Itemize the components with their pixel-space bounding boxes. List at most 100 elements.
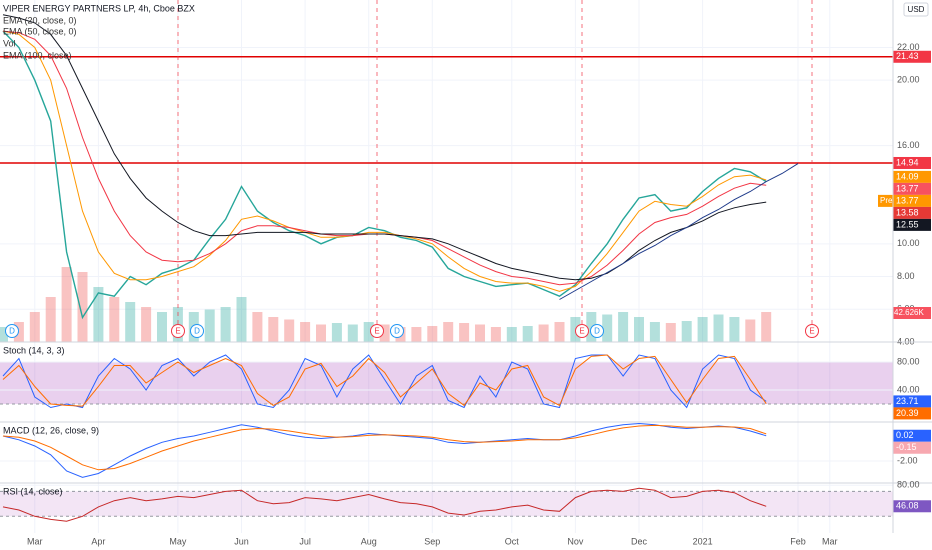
volume-bar bbox=[61, 267, 72, 342]
volume-tag bbox=[893, 307, 931, 319]
x-tick-label: Mar bbox=[27, 536, 43, 546]
x-tick-label: Aug bbox=[361, 536, 377, 546]
event-label: E bbox=[579, 327, 584, 336]
x-tick-label: Mar bbox=[822, 536, 838, 546]
volume-bar bbox=[284, 319, 295, 342]
volume-bar bbox=[618, 312, 629, 342]
pane-title: VIPER ENERGY PARTNERS LP, 4h, Cboe BZX bbox=[3, 3, 195, 13]
y-tick-label: -2.00 bbox=[897, 455, 918, 465]
volume-bar bbox=[713, 314, 724, 342]
series-line bbox=[2, 424, 767, 471]
event-label: D bbox=[194, 327, 200, 336]
volume-bar bbox=[236, 297, 247, 342]
volume-bar bbox=[475, 324, 485, 342]
volume-bar bbox=[363, 322, 374, 342]
volume-bar bbox=[268, 317, 279, 342]
pane-title: RSI (14, close) bbox=[3, 486, 63, 496]
volume-bar bbox=[506, 327, 517, 342]
volume-bar bbox=[665, 323, 676, 342]
y-tick-label: 80.00 bbox=[897, 480, 920, 490]
y-tick-label: 80.00 bbox=[897, 356, 920, 366]
price-tag-label: 13.77 bbox=[896, 195, 919, 205]
price-tag bbox=[893, 194, 931, 207]
price-tag-label: 13.58 bbox=[896, 207, 919, 217]
pane-title: MACD (12, 26, close, 9) bbox=[3, 425, 99, 435]
price-tag bbox=[893, 218, 931, 231]
volume-bar bbox=[729, 317, 740, 342]
price-tag bbox=[893, 429, 931, 442]
volume-bar bbox=[490, 327, 501, 342]
volume-bar bbox=[681, 321, 692, 342]
event-label: E bbox=[175, 327, 180, 336]
volume-bar bbox=[411, 327, 422, 342]
volume-bar bbox=[0, 327, 8, 342]
volume-bar bbox=[125, 302, 136, 342]
price-tag-label: 23.71 bbox=[896, 396, 919, 406]
legend-entry: EMA (100, close) bbox=[3, 50, 72, 60]
x-tick-label: May bbox=[169, 536, 187, 546]
series-line bbox=[2, 30, 767, 292]
y-tick-label: 40.00 bbox=[897, 384, 920, 394]
price-tag-label: 13.77 bbox=[896, 183, 919, 193]
volume-bar bbox=[427, 326, 438, 342]
event-label: E bbox=[374, 327, 379, 336]
volume-bar bbox=[141, 307, 152, 342]
pane-title: Stoch (14, 3, 3) bbox=[3, 345, 65, 355]
volume-bar bbox=[109, 297, 120, 342]
event-label: D bbox=[594, 327, 600, 336]
event-marker bbox=[805, 324, 819, 338]
volume-bar bbox=[379, 324, 390, 342]
y-tick-label: 10.00 bbox=[897, 238, 920, 248]
price-tag bbox=[893, 407, 931, 420]
volume-bar bbox=[459, 323, 470, 342]
series-line bbox=[2, 30, 767, 320]
volume-bar bbox=[761, 312, 772, 342]
series-line bbox=[2, 14, 767, 281]
price-tag-label: 0.02 bbox=[896, 430, 914, 440]
volume-bar bbox=[522, 326, 533, 342]
volume-bar bbox=[300, 322, 311, 342]
event-label: D bbox=[394, 327, 400, 336]
price-tag bbox=[893, 156, 931, 169]
volume-bar bbox=[331, 323, 342, 342]
series-line bbox=[2, 487, 767, 522]
event-marker bbox=[390, 324, 404, 338]
event-marker bbox=[171, 324, 185, 338]
event-label: E bbox=[809, 327, 814, 336]
series-line bbox=[2, 354, 767, 407]
x-tick-label: 2021 bbox=[693, 536, 713, 546]
volume-bar bbox=[602, 314, 613, 342]
legend-entry: Vol bbox=[3, 38, 16, 48]
volume-bar bbox=[93, 287, 104, 342]
price-tag-label: 14.94 bbox=[896, 157, 919, 167]
tag-prefix-box bbox=[878, 194, 893, 207]
x-tick-label: Apr bbox=[91, 536, 105, 546]
x-tick-label: Jul bbox=[299, 536, 311, 546]
price-tag bbox=[893, 395, 931, 408]
event-marker bbox=[590, 324, 604, 338]
volume-bar bbox=[347, 324, 358, 342]
legend-entry: EMA (50, close, 0) bbox=[3, 26, 77, 36]
price-tag bbox=[893, 206, 931, 219]
volume-tag-label: 42.626K bbox=[894, 308, 924, 317]
tag-prefix: Pre bbox=[880, 196, 893, 205]
price-tag-label: 46.08 bbox=[896, 501, 919, 511]
currency-box bbox=[903, 2, 929, 17]
currency-label: USD bbox=[908, 5, 925, 14]
volume-bar bbox=[745, 319, 756, 342]
price-tag bbox=[893, 441, 931, 454]
price-tag bbox=[893, 182, 931, 195]
volume-bar bbox=[77, 272, 88, 342]
price-tag-label: -0.15 bbox=[896, 442, 917, 452]
x-tick-label: Dec bbox=[631, 536, 648, 546]
price-tag bbox=[893, 170, 931, 183]
volume-bar bbox=[252, 312, 263, 342]
price-tag-label: 20.39 bbox=[896, 408, 919, 418]
price-tag-label: 14.09 bbox=[896, 171, 919, 181]
volume-bar bbox=[554, 322, 565, 342]
y-tick-label: 22.00 bbox=[897, 42, 920, 52]
event-label: D bbox=[9, 327, 15, 336]
price-tag bbox=[893, 50, 931, 63]
